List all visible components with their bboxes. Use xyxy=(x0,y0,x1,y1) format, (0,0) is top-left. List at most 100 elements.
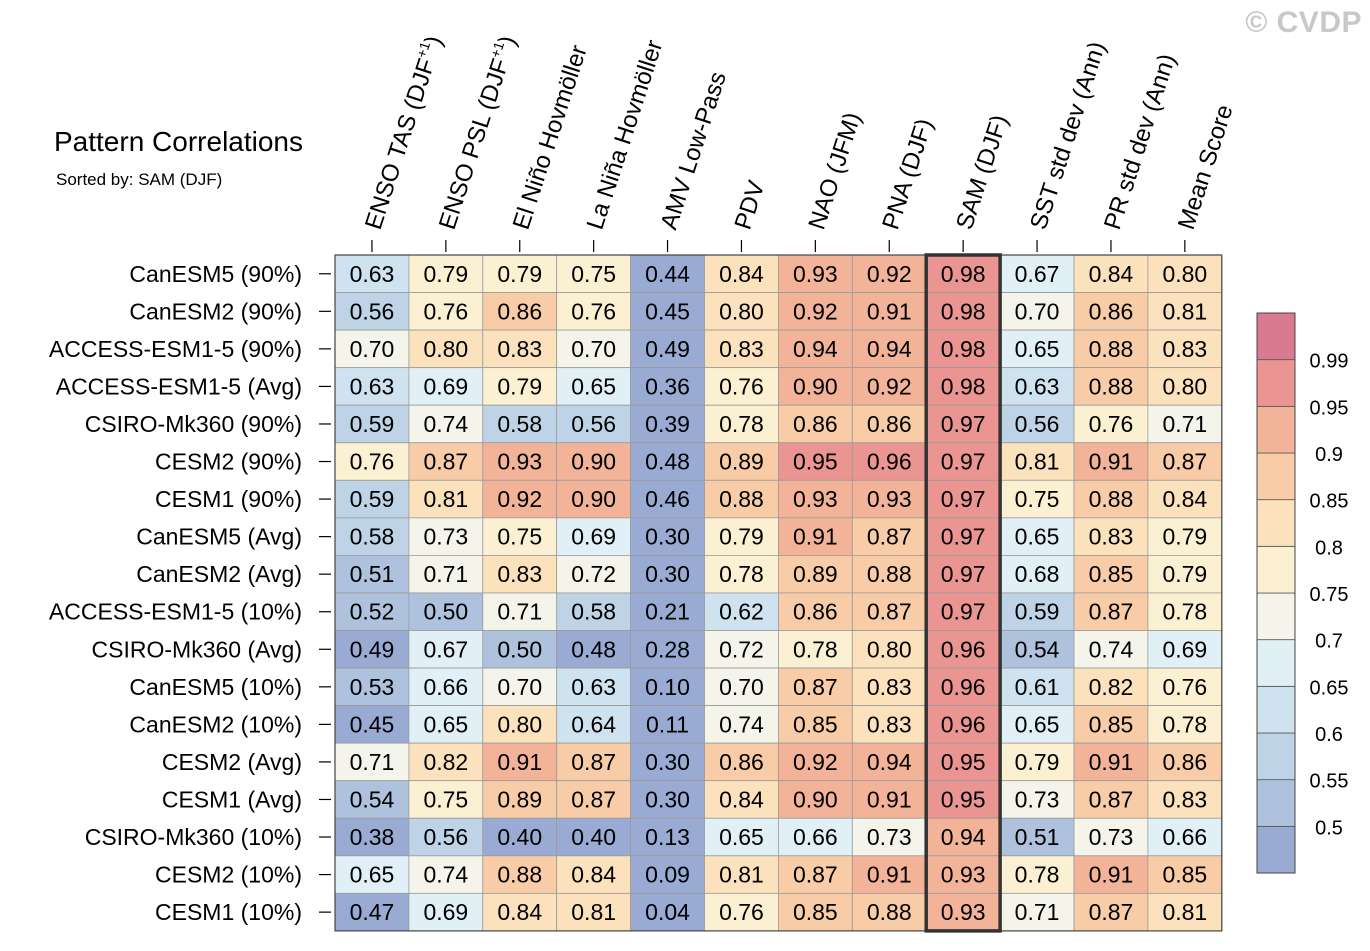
cell-value: 0.83 xyxy=(1162,786,1207,812)
cell-access-esm1-5-90-sst-std-dev-ann xyxy=(999,329,1075,369)
colorbar-swatch xyxy=(1256,779,1296,827)
cell-value: 0.30 xyxy=(645,786,690,812)
cell-canesm2-10-la-ni-a-hovm-ller xyxy=(556,705,632,744)
cell-csiro-mk360-90-amv-low-pass xyxy=(630,404,705,444)
cell-value: 0.71 xyxy=(423,561,468,587)
cell-csiro-mk360-avg-sst-std-dev-ann xyxy=(999,630,1075,669)
cell-value: 0.75 xyxy=(571,261,616,287)
cell-canesm2-90-la-ni-a-hovm-ller xyxy=(556,292,632,331)
row-label-csiro-mk360-90: CSIRO-Mk360 (90%) xyxy=(85,411,302,437)
cell-value: 0.38 xyxy=(350,824,395,850)
cell-cesm2-10-pna-djf xyxy=(851,855,927,894)
cell-value: 0.63 xyxy=(571,674,616,700)
cell-cesm1-90-enso-tas-djf-1 xyxy=(334,479,410,519)
cell-canesm2-avg-el-ni-o-hovm-ller xyxy=(482,555,558,594)
cell-value: 0.66 xyxy=(423,674,468,700)
cell-canesm2-avg-pna-djf xyxy=(851,555,927,594)
cell-canesm5-avg-sst-std-dev-ann xyxy=(999,517,1075,556)
colorbar-tick-label: 0.9 xyxy=(1315,444,1343,466)
row-label-canesm5-avg: CanESM5 (Avg) xyxy=(136,524,302,550)
cell-value: 0.71 xyxy=(1015,899,1060,925)
cell-access-esm1-5-avg-el-ni-o-hovm-ller xyxy=(482,367,558,406)
cell-value: 0.88 xyxy=(719,486,764,512)
cell-access-esm1-5-90-pr-std-dev-ann xyxy=(1073,329,1149,369)
cell-value: 0.90 xyxy=(793,373,838,399)
cell-value: 0.47 xyxy=(350,899,395,925)
cell-cesm1-10-pna-djf xyxy=(851,892,927,932)
cell-value: 0.82 xyxy=(423,749,468,775)
cell-csiro-mk360-90-pdv xyxy=(704,404,779,444)
cell-value: 0.92 xyxy=(497,486,542,512)
cell-cesm2-10-nao-jfm xyxy=(778,855,853,894)
cell-csiro-mk360-10-pna-djf xyxy=(851,817,927,857)
cell-value: 0.66 xyxy=(793,824,838,850)
column-label-enso-tas-djf-1: ENSO TAS (DJF+1) xyxy=(358,32,448,233)
cell-csiro-mk360-avg-enso-psl-djf-1 xyxy=(408,630,484,669)
colorbar-tick-label: 0.85 xyxy=(1310,491,1349,513)
cell-canesm2-10-enso-tas-djf-1 xyxy=(334,705,410,744)
cell-access-esm1-5-10-pna-djf xyxy=(851,592,927,631)
cell-value: 0.84 xyxy=(719,786,764,812)
cell-access-esm1-5-avg-enso-tas-djf-1 xyxy=(334,367,410,406)
cell-csiro-mk360-avg-sam-djf xyxy=(925,630,1001,669)
row-label-cesm2-90: CESM2 (90%) xyxy=(155,449,302,475)
cell-value: 0.88 xyxy=(1089,336,1134,362)
cell-canesm2-avg-nao-jfm xyxy=(778,555,853,594)
cell-value: 0.74 xyxy=(719,711,764,737)
cell-value: 0.85 xyxy=(1089,711,1134,737)
cell-access-esm1-5-10-enso-tas-djf-1 xyxy=(334,592,410,631)
cell-value: 0.92 xyxy=(793,298,838,324)
cell-value: 0.90 xyxy=(571,486,616,512)
cell-value: 0.69 xyxy=(423,899,468,925)
cell-cesm1-avg-mean-score xyxy=(1147,780,1223,819)
cell-value: 0.51 xyxy=(1015,824,1060,850)
cell-value: 0.98 xyxy=(941,261,986,287)
cell-value: 0.85 xyxy=(1089,561,1134,587)
cell-canesm5-90-sst-std-dev-ann xyxy=(999,254,1075,293)
cell-value: 0.75 xyxy=(497,524,542,550)
cell-value: 0.98 xyxy=(941,336,986,362)
cell-value: 0.91 xyxy=(867,862,912,888)
colorbar-swatch xyxy=(1256,452,1296,501)
cell-canesm5-avg-enso-psl-djf-1 xyxy=(408,517,484,556)
cell-value: 0.65 xyxy=(350,862,395,888)
cell-value: 0.83 xyxy=(867,711,912,737)
cell-canesm5-10-sst-std-dev-ann xyxy=(999,667,1075,706)
colorbar-swatch xyxy=(1256,685,1296,734)
cell-value: 0.72 xyxy=(719,636,764,662)
cell-value: 0.64 xyxy=(571,711,616,737)
cell-value: 0.94 xyxy=(867,749,912,775)
cell-value: 0.58 xyxy=(350,524,395,550)
cell-value: 0.83 xyxy=(497,561,542,587)
cell-value: 0.65 xyxy=(719,824,764,850)
cell-value: 0.09 xyxy=(645,862,690,888)
cell-value: 0.80 xyxy=(423,336,468,362)
cell-value: 0.81 xyxy=(719,862,764,888)
cell-canesm5-avg-mean-score xyxy=(1147,517,1223,556)
cell-csiro-mk360-90-nao-jfm xyxy=(778,404,853,444)
cell-value: 0.81 xyxy=(423,486,468,512)
colorbar-swatch xyxy=(1256,592,1296,641)
cell-value: 0.66 xyxy=(1162,824,1207,850)
cell-canesm5-90-pr-std-dev-ann xyxy=(1073,254,1149,293)
cell-cesm2-avg-enso-tas-djf-1 xyxy=(334,742,410,782)
cell-value: 0.80 xyxy=(1162,373,1207,399)
cell-value: 0.69 xyxy=(1162,636,1207,662)
cell-cesm2-10-pr-std-dev-ann xyxy=(1073,855,1149,894)
cell-value: 0.87 xyxy=(1089,786,1134,812)
cell-value: 0.51 xyxy=(350,561,395,587)
cell-canesm5-90-enso-psl-djf-1 xyxy=(408,254,484,293)
cell-value: 0.44 xyxy=(645,261,690,287)
cell-canesm5-90-el-ni-o-hovm-ller xyxy=(482,254,558,293)
cell-value: 0.13 xyxy=(645,824,690,850)
cell-value: 0.70 xyxy=(1015,298,1060,324)
chart-title: Pattern Correlations xyxy=(54,126,304,157)
row-label-cesm1-10: CESM1 (10%) xyxy=(155,899,302,925)
cell-value: 0.81 xyxy=(1162,298,1207,324)
cell-value: 0.49 xyxy=(350,636,395,662)
cell-value: 0.30 xyxy=(645,749,690,775)
column-label-pr-std-dev-ann: PR std dev (Ann) xyxy=(1099,51,1181,233)
row-label-canesm2-10: CanESM2 (10%) xyxy=(129,711,302,737)
cell-canesm2-avg-pr-std-dev-ann xyxy=(1073,555,1149,594)
cell-value: 0.67 xyxy=(423,636,468,662)
